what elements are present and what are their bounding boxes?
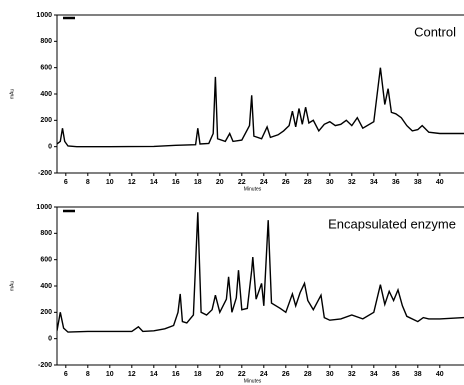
x-tick-label: 8 [86,179,90,186]
y-tick-label: 0 [48,336,52,343]
x-tick-label: 32 [348,371,356,378]
y-axis-label: mAu [9,89,15,100]
x-tick-label: 12 [128,179,136,186]
x-tick-label: 10 [106,371,114,378]
annotation: Encapsulated enzyme [328,216,456,231]
y-tick-label: -200 [38,170,52,177]
y-tick-label: 200 [40,309,52,316]
x-tick-label: 40 [436,371,444,378]
x-tick-label: 26 [282,179,290,186]
x-tick-label: 32 [348,179,356,186]
x-tick-label: 14 [150,371,158,378]
x-tick-label: 24 [260,371,268,378]
y-tick-label: 200 [40,117,52,124]
x-tick-label: 34 [370,371,378,378]
x-tick-label: 26 [282,371,290,378]
x-tick-label: 8 [86,371,90,378]
x-tick-label: 38 [414,371,422,378]
x-tick-label: 22 [238,371,246,378]
y-tick-label: 1000 [36,12,52,19]
x-tick-label: 40 [436,179,444,186]
y-tick-label: 600 [40,257,52,264]
x-tick-label: 30 [326,179,334,186]
x-tick-label: 38 [414,179,422,186]
y-tick-label: 400 [40,283,52,290]
chromatogram-trace [57,67,464,148]
x-axis-label: Minutes [244,378,262,384]
x-tick-label: 28 [304,371,312,378]
x-tick-label: 22 [238,179,246,186]
x-tick-label: 6 [64,371,68,378]
y-tick-label: 0 [48,144,52,151]
x-tick-label: 14 [150,179,158,186]
x-tick-label: 18 [194,179,202,186]
x-tick-label: 34 [370,179,378,186]
y-tick-label: 400 [40,91,52,98]
chromatogram-trace [57,212,464,333]
x-tick-label: 20 [216,179,224,186]
x-tick-label: 12 [128,371,136,378]
y-tick-label: 600 [40,65,52,72]
y-axis-label: mAu [9,281,15,292]
y-tick-label: 1000 [36,204,52,211]
y-tick-label: 800 [40,230,52,237]
x-tick-label: 10 [106,179,114,186]
y-tick-label: 800 [40,38,52,45]
x-tick-label: 6 [64,179,68,186]
x-tick-label: 16 [172,179,180,186]
x-tick-label: 28 [304,179,312,186]
x-tick-label: 36 [392,371,400,378]
x-tick-label: 36 [392,179,400,186]
x-tick-label: 18 [194,371,202,378]
plot-frame [56,14,464,174]
x-tick-label: 20 [216,371,224,378]
y-tick-label: -200 [38,362,52,369]
x-tick-label: 16 [172,371,180,378]
x-tick-label: 24 [260,179,268,186]
annotation: Control [414,24,456,39]
x-tick-label: 30 [326,371,334,378]
x-axis-label: Minutes [244,186,262,192]
